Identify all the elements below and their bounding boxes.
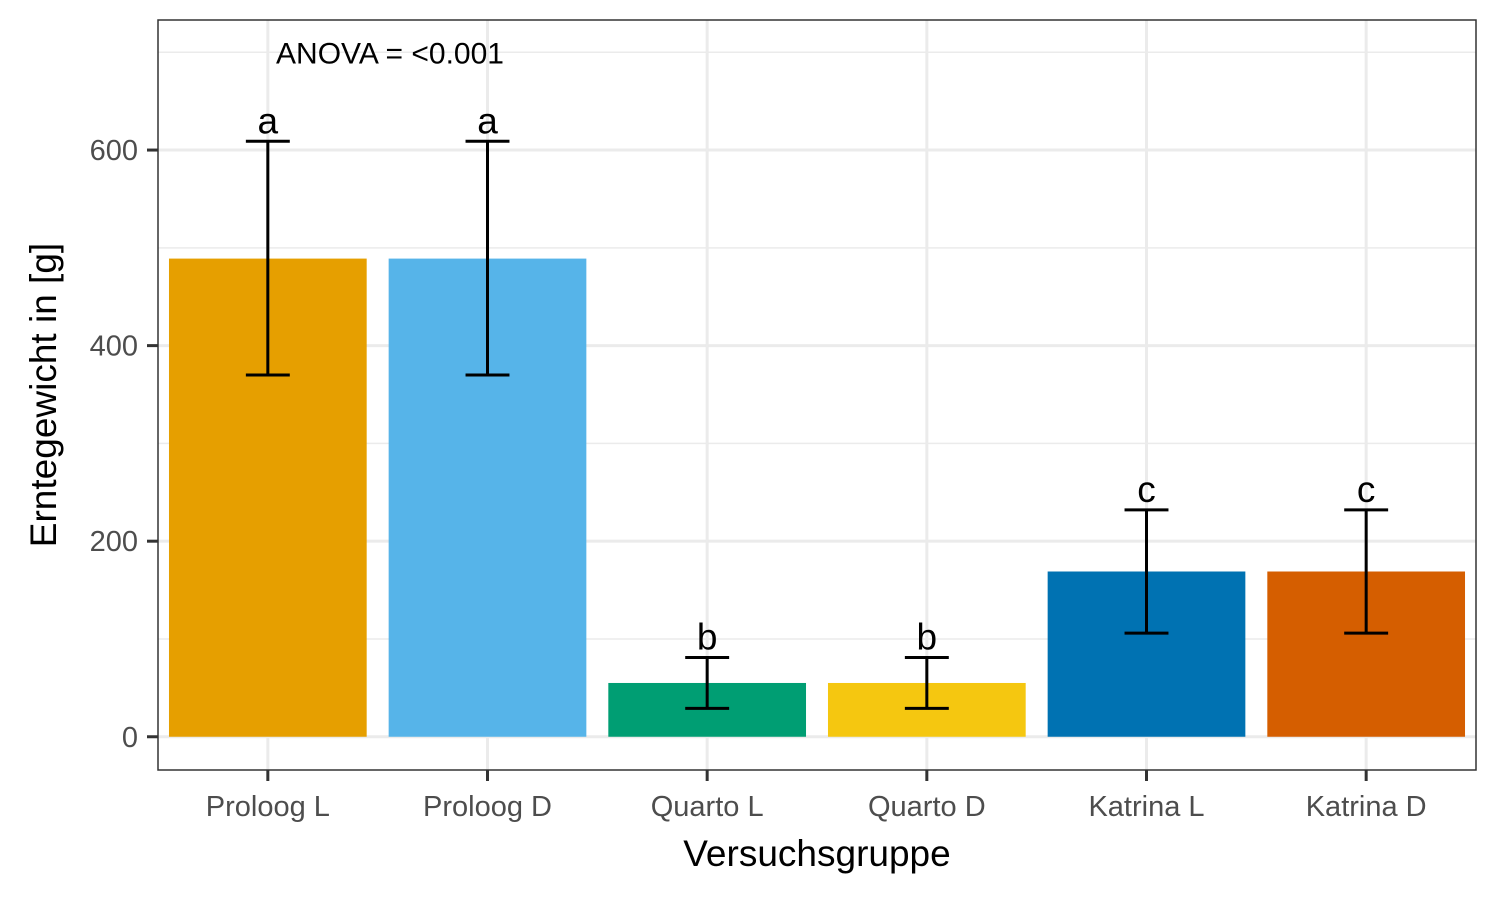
y-axis-title: Erntegewicht in [g]: [23, 243, 64, 547]
significance-letter: c: [1137, 469, 1156, 510]
panel-background: [158, 20, 1476, 770]
significance-letters: a a b b c c: [258, 100, 1376, 657]
anova-annotation: ANOVA = <0.001: [276, 37, 504, 70]
grid-lines: [158, 20, 1476, 770]
significance-letter: b: [917, 617, 938, 658]
axes: 0 200 400 600 Proloog L Proloog D Quarto L Quar…: [90, 135, 1427, 823]
x-tick-label: Katrina L: [1088, 791, 1204, 823]
y-tick-label: 600: [90, 135, 138, 167]
error-bar: [245, 139, 290, 377]
error-bar: [1124, 508, 1169, 635]
error-bar: [465, 139, 510, 377]
significance-letter: c: [1357, 469, 1376, 510]
error-bar: [1344, 508, 1389, 635]
error-bar: [904, 656, 949, 710]
x-tick-label: Proloog L: [206, 791, 330, 823]
error-bars: [245, 139, 1389, 710]
x-tick-label: Katrina D: [1306, 791, 1427, 823]
x-axis-title: Versuchsgruppe: [683, 833, 950, 874]
x-tick-label: Proloog D: [423, 791, 552, 823]
x-tick-label: Quarto D: [868, 791, 986, 823]
significance-letter: b: [697, 617, 718, 658]
error-bar: [685, 656, 730, 710]
panel-border: [157, 19, 1477, 771]
significance-letter: a: [258, 100, 279, 141]
y-tick-label: 400: [90, 331, 138, 363]
significance-letter: a: [477, 100, 498, 141]
y-tick-label: 200: [90, 526, 138, 558]
y-tick-label: 0: [122, 722, 138, 754]
x-tick-label: Quarto L: [651, 791, 764, 823]
